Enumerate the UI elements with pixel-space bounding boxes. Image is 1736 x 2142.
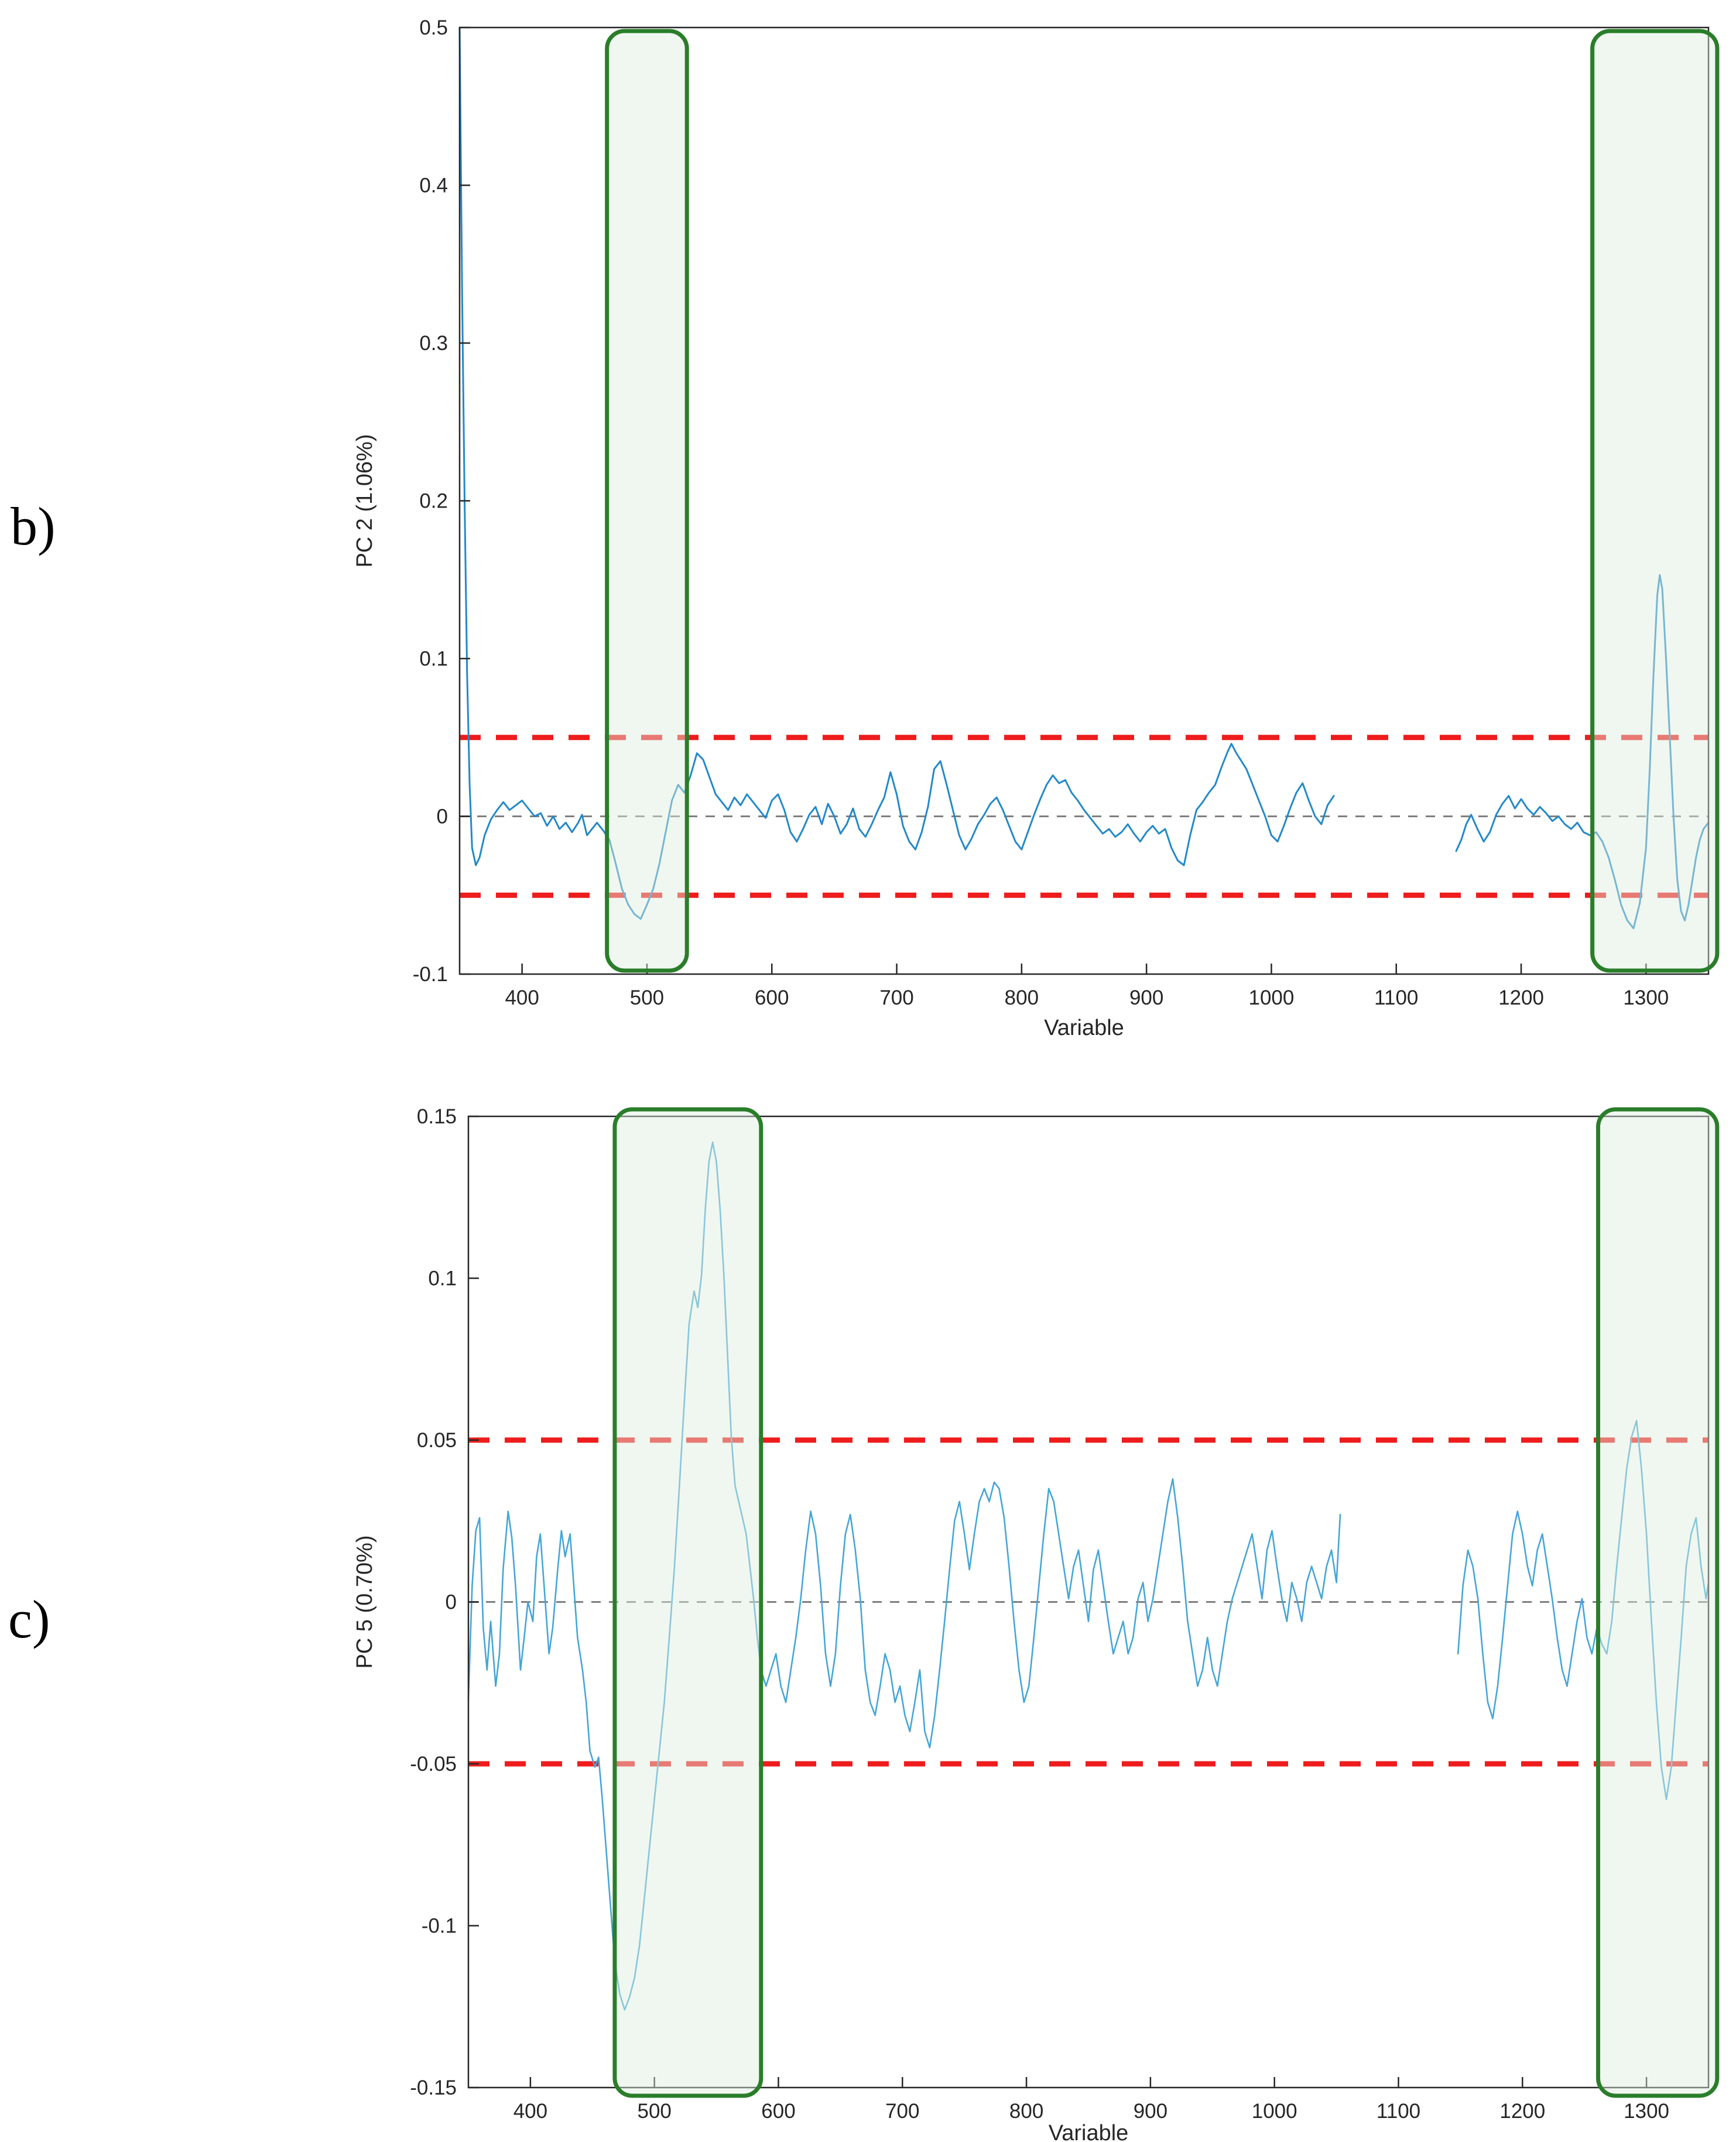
loadings-line: [458, 26, 1335, 920]
panel-label-c: c): [8, 1589, 50, 1649]
highlight-box: [612, 1107, 763, 2098]
highlight-box: [1595, 1107, 1720, 2098]
x-tick-label: 500: [630, 986, 664, 1009]
x-tick-label: 700: [879, 986, 913, 1009]
x-tick-label: 900: [1129, 986, 1163, 1009]
x-axis-label: Variable: [1044, 1016, 1124, 1040]
y-tick-label: 0.2: [419, 490, 448, 513]
loadings-line: [1457, 1420, 1710, 1801]
y-tick-label: 0: [437, 806, 448, 828]
chart-panel-c: 400 500 600 700 800 900 1000 1100 1200 1300 -0.15 -…: [352, 1105, 1720, 2142]
x-tick-label: 400: [513, 2100, 547, 2123]
y-tick-label: 0: [446, 1591, 457, 1614]
x-tick-label: 800: [1005, 986, 1039, 1009]
x-tick-label: 1000: [1252, 2100, 1297, 2123]
x-tick-label: 500: [637, 2100, 671, 2123]
y-tick-label: 0.1: [428, 1267, 457, 1290]
x-tick-label: 1200: [1499, 2100, 1545, 2123]
y-tick-label: 0.05: [417, 1429, 457, 1452]
y-tick-label: 0.3: [419, 332, 448, 355]
highlight-box: [1590, 29, 1720, 973]
y-axis-label: PC 5 (0.70%): [352, 1535, 377, 1668]
x-tick-label: 1000: [1249, 986, 1295, 1009]
panel-label-b: b): [11, 496, 56, 556]
y-tick-label: 0.4: [419, 174, 448, 197]
x-axis-label: Variable: [1049, 2121, 1129, 2142]
x-tick-label: 700: [885, 2100, 919, 2123]
x-tick-label: 1300: [1623, 986, 1669, 1009]
highlight-box: [605, 29, 689, 973]
loadings-line: [467, 1141, 1341, 2011]
x-tick-label: 1100: [1374, 986, 1418, 1009]
x-tick-label: 600: [755, 986, 789, 1009]
x-tick-label: 800: [1009, 2100, 1043, 2123]
x-tick-label: 400: [505, 986, 539, 1009]
x-tick-label: 600: [761, 2100, 795, 2123]
y-tick-label: -0.1: [413, 963, 448, 986]
y-tick-label: 0.5: [419, 16, 448, 39]
loadings-line: [1455, 574, 1710, 930]
y-axis-label: PC 2 (1.06%): [352, 434, 377, 567]
x-tick-label: 1200: [1498, 986, 1544, 1009]
y-tick-label: -0.05: [410, 1753, 457, 1776]
y-tick-label: -0.15: [410, 2076, 457, 2099]
x-tick-label: 900: [1134, 2100, 1167, 2123]
y-tick-label: 0.15: [417, 1105, 457, 1128]
x-tick-label: 1100: [1377, 2100, 1420, 2123]
y-tick-label: 0.1: [419, 647, 448, 670]
chart-panel-b: 400 500 600 700 800 900 1000 1100 1200 1300 -0.1 0 0…: [352, 16, 1720, 1040]
x-tick-label: 1300: [1624, 2100, 1669, 2123]
y-tick-label: -0.1: [422, 1915, 457, 1938]
